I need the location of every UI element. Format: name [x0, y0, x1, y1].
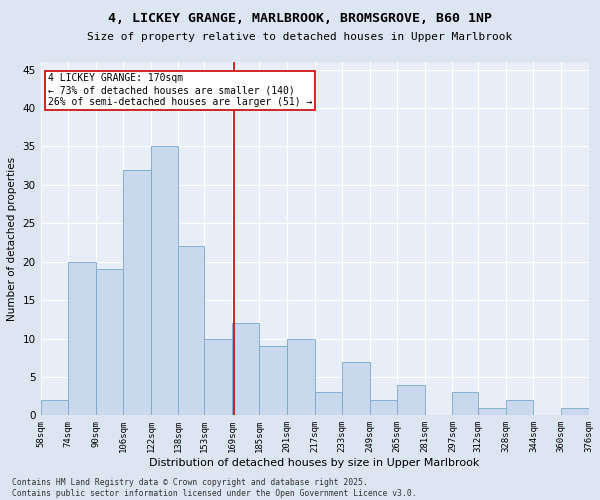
Bar: [452, 392, 478, 415]
Bar: [124, 170, 151, 416]
Bar: [506, 400, 533, 415]
Bar: [178, 246, 205, 416]
Bar: [561, 408, 589, 416]
Text: Contains HM Land Registry data © Crown copyright and database right 2025.
Contai: Contains HM Land Registry data © Crown c…: [12, 478, 416, 498]
Bar: [96, 270, 124, 416]
Bar: [397, 384, 425, 416]
Text: 4, LICKEY GRANGE, MARLBROOK, BROMSGROVE, B60 1NP: 4, LICKEY GRANGE, MARLBROOK, BROMSGROVE,…: [108, 12, 492, 26]
Bar: [259, 346, 287, 416]
Bar: [68, 262, 96, 416]
Bar: [41, 400, 68, 415]
Bar: [314, 392, 342, 415]
Bar: [370, 400, 397, 415]
X-axis label: Distribution of detached houses by size in Upper Marlbrook: Distribution of detached houses by size …: [149, 458, 480, 468]
Bar: [342, 362, 370, 416]
Text: 4 LICKEY GRANGE: 170sqm
← 73% of detached houses are smaller (140)
26% of semi-d: 4 LICKEY GRANGE: 170sqm ← 73% of detache…: [47, 74, 312, 106]
Bar: [151, 146, 178, 416]
Bar: [287, 338, 314, 415]
Bar: [232, 323, 259, 416]
Y-axis label: Number of detached properties: Number of detached properties: [7, 156, 17, 320]
Bar: [205, 338, 232, 415]
Text: Size of property relative to detached houses in Upper Marlbrook: Size of property relative to detached ho…: [88, 32, 512, 42]
Bar: [478, 408, 506, 416]
